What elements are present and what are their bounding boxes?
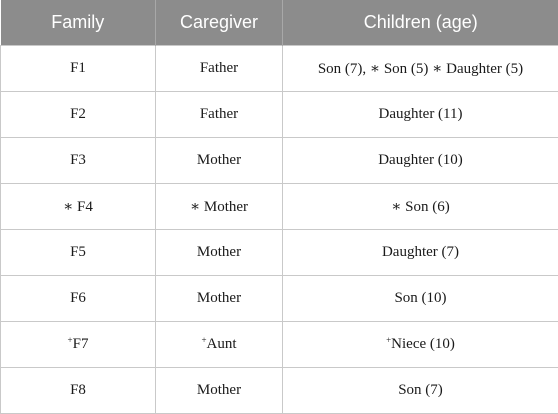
- cell-caregiver: Mother: [156, 276, 283, 322]
- cell-children: Son (7): [283, 368, 558, 414]
- cell-children: Daughter (7): [283, 230, 558, 276]
- cell-family-text: F5: [70, 244, 86, 260]
- table-row: F5 Mother Daughter (7): [1, 230, 558, 276]
- cell-children: Daughter (11): [283, 92, 558, 138]
- cell-family: +F7: [1, 322, 156, 368]
- cell-family: F6: [1, 276, 156, 322]
- table-header-row: Family Caregiver Children (age): [1, 0, 558, 46]
- cell-caregiver: +Aunt: [156, 322, 283, 368]
- cell-children-text: ∗ Son (6): [391, 199, 450, 215]
- cell-children-text: Niece (10): [391, 336, 455, 352]
- cell-caregiver: ∗ Mother: [156, 184, 283, 230]
- cell-caregiver-text: Mother: [197, 244, 241, 260]
- cell-caregiver-text: Father: [200, 60, 238, 76]
- cell-family: F8: [1, 368, 156, 414]
- cell-caregiver-text: Mother: [197, 152, 241, 168]
- table-row: F3 Mother Daughter (10): [1, 138, 558, 184]
- cell-children: Son (7), ∗ Son (5) ∗ Daughter (5): [283, 46, 558, 92]
- cell-family-text: F6: [70, 290, 86, 306]
- header-family: Family: [1, 0, 156, 46]
- cell-children-text: Son (10): [394, 290, 446, 306]
- cell-family-text: F7: [73, 336, 89, 352]
- cell-caregiver: Father: [156, 46, 283, 92]
- cell-family-text: ∗ F4: [63, 199, 93, 215]
- cell-children: Daughter (10): [283, 138, 558, 184]
- cell-family: F1: [1, 46, 156, 92]
- cell-children: ∗ Son (6): [283, 184, 558, 230]
- cell-family: ∗ F4: [1, 184, 156, 230]
- cell-family: F3: [1, 138, 156, 184]
- cell-children-text: Daughter (10): [378, 152, 463, 168]
- cell-caregiver-text: Aunt: [207, 336, 237, 352]
- table-row: ∗ F4 ∗ Mother ∗ Son (6): [1, 184, 558, 230]
- cell-family-text: F3: [70, 152, 86, 168]
- cell-caregiver-text: Mother: [197, 382, 241, 398]
- cell-family-text: F2: [70, 106, 86, 122]
- cell-caregiver: Mother: [156, 230, 283, 276]
- cell-family-text: F8: [70, 382, 86, 398]
- cell-family: F5: [1, 230, 156, 276]
- header-children-age: Children (age): [283, 0, 558, 46]
- cell-caregiver: Father: [156, 92, 283, 138]
- table-row: F8 Mother Son (7): [1, 368, 558, 414]
- header-caregiver: Caregiver: [156, 0, 283, 46]
- cell-caregiver-text: Father: [200, 106, 238, 122]
- cell-children: +Niece (10): [283, 322, 558, 368]
- table-row: F2 Father Daughter (11): [1, 92, 558, 138]
- cell-caregiver-text: ∗ Mother: [190, 199, 248, 215]
- cell-caregiver: Mother: [156, 138, 283, 184]
- cell-children-text: Son (7), ∗ Son (5) ∗ Daughter (5): [318, 61, 523, 77]
- cell-family: F2: [1, 92, 156, 138]
- cell-children-text: Daughter (7): [382, 244, 459, 260]
- cell-caregiver: Mother: [156, 368, 283, 414]
- cell-children-text: Daughter (11): [379, 106, 463, 122]
- cell-children: Son (10): [283, 276, 558, 322]
- cell-family-text: F1: [70, 60, 86, 76]
- table-row: +F7 +Aunt +Niece (10): [1, 322, 558, 368]
- cell-caregiver-text: Mother: [197, 290, 241, 306]
- table-row: F1 Father Son (7), ∗ Son (5) ∗ Daughter …: [1, 46, 558, 92]
- cell-children-text: Son (7): [398, 382, 443, 398]
- table-row: F6 Mother Son (10): [1, 276, 558, 322]
